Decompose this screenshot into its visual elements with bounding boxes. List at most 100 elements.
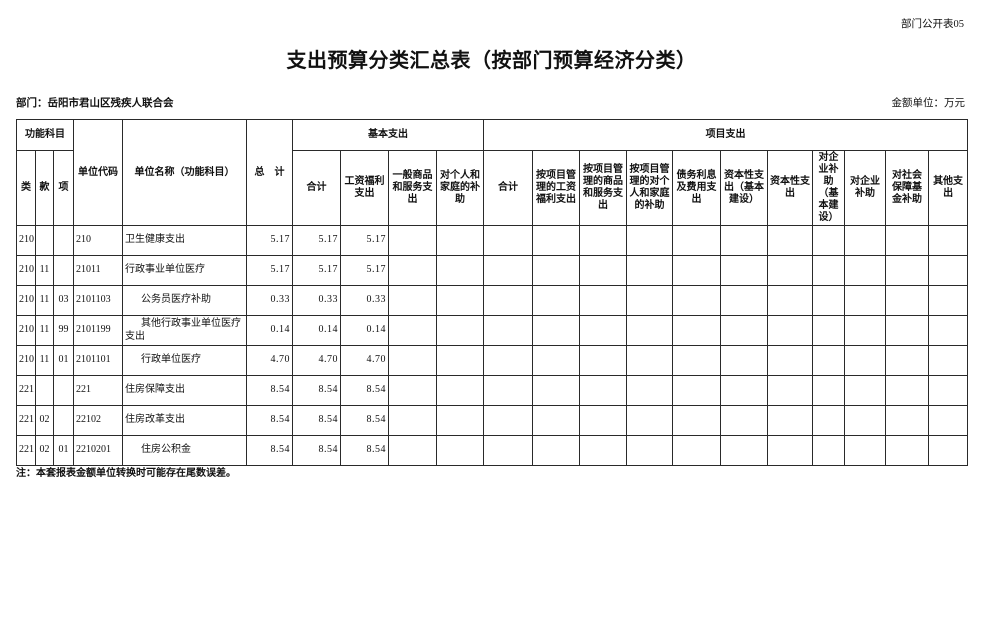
cell-project-total (483, 405, 533, 436)
cell-capital-expenditure (767, 375, 813, 406)
cell-capital-expenditure (767, 315, 813, 346)
header-unit-name: 单位名称（功能科目） (122, 119, 247, 226)
cell-basic-goods-services (388, 315, 437, 346)
cell-enterprise-subsidy-construction (812, 285, 845, 316)
table-row: 221 221 住房保障支出 8.54 8.54 8.54 (16, 375, 969, 406)
cell-project-total (483, 315, 533, 346)
header-class: 类 (16, 150, 36, 226)
cell-grand-total: 8.54 (246, 375, 293, 406)
cell-capital-basic-construction (720, 225, 768, 256)
cell-unit-name: 卫生健康支出 (122, 225, 247, 256)
cell-class: 221 (16, 405, 36, 436)
header-project-goods-services: 按项目管理的商品和服务支出 (579, 150, 627, 226)
cell-section (35, 375, 54, 406)
cell-debt-interest-fees (672, 285, 721, 316)
cell-basic-total: 5.17 (292, 225, 341, 256)
header-enterprise-subsidy: 对企业补助 (844, 150, 886, 226)
cell-basic-goods-services (388, 435, 437, 466)
cell-item (53, 225, 74, 256)
cell-section: 02 (35, 435, 54, 466)
table-body: 210 210 卫生健康支出 5.17 5.17 5.17 210 11 21011 行政事业单位… (16, 225, 969, 466)
header-unit-code: 单位代码 (73, 119, 123, 226)
cell-enterprise-subsidy (844, 315, 886, 346)
cell-basic-individual-family-subsidy (436, 435, 484, 466)
cell-capital-basic-construction (720, 345, 768, 376)
amount-unit-label: 金额单位：万元 (891, 98, 966, 109)
cell-capital-basic-construction (720, 435, 768, 466)
cell-project-goods-services (579, 255, 627, 286)
cell-project-individual-family-subsidy (626, 345, 673, 376)
cell-enterprise-subsidy (844, 375, 886, 406)
cell-other-expenditure (927, 285, 969, 316)
cell-basic-goods-services (388, 345, 437, 376)
cell-capital-expenditure (767, 255, 813, 286)
cell-grand-total: 8.54 (246, 435, 293, 466)
cell-enterprise-subsidy-construction (812, 435, 845, 466)
header-capital-expenditure: 资本性支出 (767, 150, 813, 226)
table-row: 210 11 01 2101101 行政单位医疗 4.70 4.70 4.70 (16, 345, 969, 376)
cell-project-individual-family-subsidy (626, 435, 673, 466)
cell-item: 03 (53, 285, 74, 316)
cell-project-goods-services (579, 225, 627, 256)
cell-project-individual-family-subsidy (626, 315, 673, 346)
cell-project-goods-services (579, 435, 627, 466)
cell-debt-interest-fees (672, 375, 721, 406)
cell-capital-basic-construction (720, 375, 768, 406)
cell-item: 01 (53, 345, 74, 376)
cell-item (53, 255, 74, 286)
table-row: 210 11 99 2101199 其他行政事业单位医疗支出 0.14 0.14 0.14 (16, 315, 969, 346)
department-label: 部门：岳阳市君山区残疾人联合会 (16, 98, 174, 109)
cell-basic-total: 5.17 (292, 255, 341, 286)
cell-basic-individual-family-subsidy (436, 285, 484, 316)
cell-unit-name: 公务员医疗补助 (122, 285, 247, 316)
cell-social-security-fund-subsidy (885, 405, 929, 436)
cell-enterprise-subsidy-construction (812, 255, 845, 286)
header-section: 款 (35, 150, 54, 226)
cell-basic-individual-family-subsidy (436, 345, 484, 376)
cell-debt-interest-fees (672, 435, 721, 466)
cell-item: 01 (53, 435, 74, 466)
cell-class: 221 (16, 375, 36, 406)
cell-basic-individual-family-subsidy (436, 315, 484, 346)
cell-unit-code: 21011 (73, 255, 123, 286)
cell-project-salary-welfare (532, 375, 580, 406)
cell-project-individual-family-subsidy (626, 225, 673, 256)
cell-social-security-fund-subsidy (885, 375, 929, 406)
cell-unit-name: 其他行政事业单位医疗支出 (122, 315, 247, 346)
cell-other-expenditure (927, 375, 969, 406)
cell-basic-goods-services (388, 285, 437, 316)
cell-capital-basic-construction (720, 315, 768, 346)
cell-enterprise-subsidy (844, 345, 886, 376)
cell-basic-individual-family-subsidy (436, 405, 484, 436)
cell-other-expenditure (927, 345, 969, 376)
cell-project-goods-services (579, 315, 627, 346)
cell-capital-basic-construction (720, 255, 768, 286)
cell-enterprise-subsidy-construction (812, 405, 845, 436)
sheet-number-label: 部门公开表05 (901, 19, 964, 30)
cell-basic-total: 0.14 (292, 315, 341, 346)
cell-social-security-fund-subsidy (885, 345, 929, 376)
cell-basic-total: 8.54 (292, 375, 341, 406)
cell-enterprise-subsidy-construction (812, 315, 845, 346)
cell-project-salary-welfare (532, 315, 580, 346)
cell-basic-salary-welfare: 8.54 (340, 375, 389, 406)
cell-other-expenditure (927, 405, 969, 436)
cell-social-security-fund-subsidy (885, 435, 929, 466)
cell-unit-name: 住房公积金 (122, 435, 247, 466)
cell-basic-total: 4.70 (292, 345, 341, 376)
cell-unit-name: 行政事业单位医疗 (122, 255, 247, 286)
cell-capital-expenditure (767, 225, 813, 256)
table-row: 210 210 卫生健康支出 5.17 5.17 5.17 (16, 225, 969, 256)
cell-capital-basic-construction (720, 405, 768, 436)
cell-basic-goods-services (388, 375, 437, 406)
cell-social-security-fund-subsidy (885, 255, 929, 286)
cell-enterprise-subsidy (844, 285, 886, 316)
header-project-salary-welfare: 按项目管理的工资福利支出 (532, 150, 580, 226)
cell-basic-goods-services (388, 255, 437, 286)
cell-project-individual-family-subsidy (626, 375, 673, 406)
cell-basic-individual-family-subsidy (436, 375, 484, 406)
cell-basic-goods-services (388, 225, 437, 256)
cell-project-goods-services (579, 375, 627, 406)
cell-enterprise-subsidy (844, 255, 886, 286)
